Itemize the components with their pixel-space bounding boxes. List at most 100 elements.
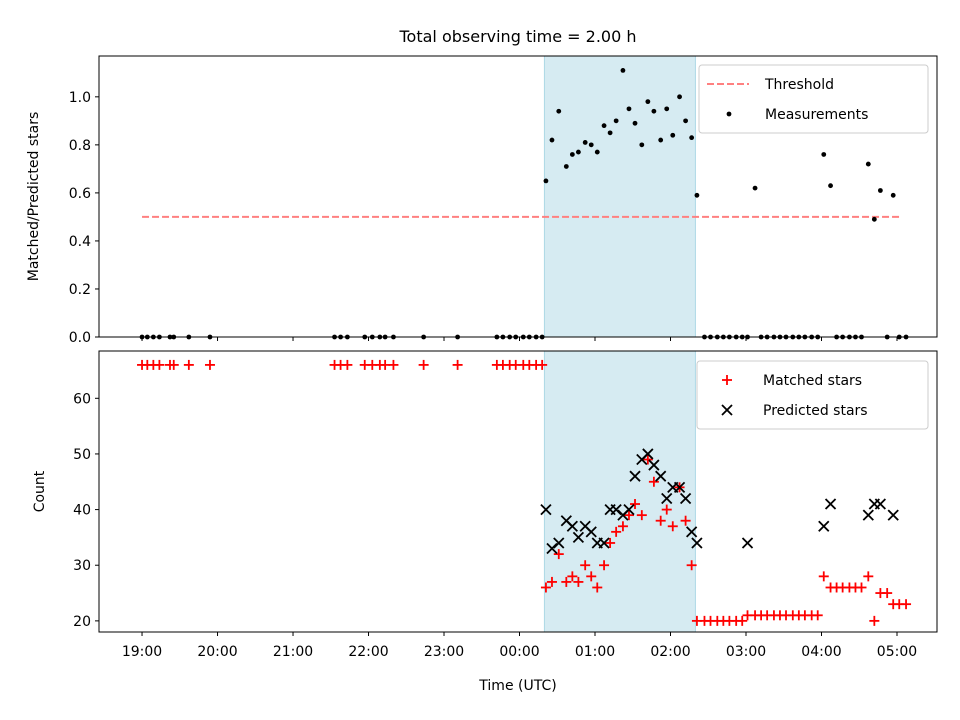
matched-star-point	[605, 537, 616, 548]
x-tick-label: 21:00	[273, 644, 313, 660]
measurement-point	[871, 216, 877, 222]
matched-star-point	[642, 454, 653, 465]
matched-star-point	[869, 615, 880, 626]
y-tick-label: 0.4	[69, 234, 91, 250]
measurement-point	[556, 108, 562, 114]
matched-star-point	[636, 510, 647, 521]
matched-star-point	[561, 576, 572, 587]
predicted-star-point	[673, 481, 686, 493]
matched-star-point	[592, 582, 603, 593]
x-axis-label: Time (UTC)	[478, 678, 556, 694]
matched-star-point	[154, 359, 165, 370]
matched-star-point	[342, 359, 353, 370]
measurement-point	[563, 164, 569, 169]
x-tick-label: 00:00	[499, 644, 539, 660]
measurement-point	[689, 135, 695, 141]
y-tick-label: 50	[73, 447, 91, 463]
matched-star-point	[183, 359, 194, 370]
highlight-span-bottom	[543, 350, 696, 633]
matched-star-point	[667, 521, 678, 532]
matched-star-point	[856, 582, 867, 593]
x-tick-label: 23:00	[424, 644, 464, 660]
predicted-star-point	[691, 537, 703, 549]
legend-box	[696, 360, 929, 430]
predicted-star-point	[598, 537, 610, 549]
top-y-ticks: 0.0 0.2 0.4 0.6 0.8 1.0	[69, 90, 99, 346]
measurement-point	[865, 161, 871, 167]
matched-star-point	[168, 359, 179, 370]
matched-star-point	[573, 576, 584, 587]
matched-star-point	[818, 571, 829, 582]
matched-star-point	[648, 476, 659, 487]
predicted-star-point	[655, 470, 667, 482]
matched-star-point	[812, 610, 823, 621]
matched-star-point	[553, 549, 564, 560]
predicted-star-point	[642, 448, 654, 460]
measurement-point	[594, 149, 600, 155]
matched-star-point	[580, 560, 591, 571]
matched-star-point	[737, 615, 748, 626]
matched-star-point	[586, 571, 597, 582]
predicted-star-point	[648, 459, 660, 471]
matched-star-point	[204, 359, 215, 370]
predicted-star-point	[566, 520, 578, 532]
predicted-star-point	[686, 526, 698, 538]
measurement-point	[694, 192, 700, 198]
y-tick-label: 20	[73, 614, 91, 630]
matched-star-point	[452, 359, 463, 370]
bottom-x-ticks: 19:00 20:00 21:00 22:00 23:00 00:00 01:00 02:00…	[122, 632, 917, 660]
measurement-point	[639, 142, 645, 148]
measurement-point	[632, 120, 638, 126]
predicted-star-point	[862, 509, 874, 521]
predicted-star-point	[874, 498, 887, 510]
measurement-point	[601, 123, 607, 129]
x-tick-label: 02:00	[650, 644, 690, 660]
matched-star-point	[901, 599, 912, 610]
legend-label: Threshold	[764, 77, 834, 93]
x-tick-label: 19:00	[122, 644, 162, 660]
measurement-point	[821, 152, 827, 157]
y-tick-label: 40	[73, 503, 91, 519]
legend-measurement-swatch	[726, 111, 732, 117]
bottom-axes-frame	[98, 350, 938, 633]
matched-star-point	[630, 499, 641, 510]
bottom-panel: 20 30 40 50 60 19:00 20:00 21:00 22:00 23:00 00:0…	[32, 350, 938, 694]
measurement-point	[626, 106, 632, 112]
predicted-star-point	[629, 470, 641, 482]
measurement-point	[645, 99, 651, 105]
matched-star-point	[540, 582, 551, 593]
measurement-point	[588, 142, 594, 148]
measurement-point	[607, 130, 613, 136]
measurement-point	[613, 118, 619, 124]
measurement-point	[582, 140, 588, 145]
top-legend: Threshold Measurements	[698, 64, 929, 134]
predicted-star-point	[824, 498, 837, 510]
predicted-star-point	[818, 520, 830, 532]
legend-label: Measurements	[765, 107, 868, 123]
y-tick-label: 1.0	[69, 90, 91, 106]
matched-star-point	[882, 588, 893, 599]
predicted-star-point	[887, 509, 899, 521]
highlight-span-top	[543, 55, 696, 338]
top-y-axis-label: Matched/Predicted stars	[26, 112, 42, 282]
predicted-star-point	[679, 492, 692, 505]
matched-star-point	[722, 375, 732, 385]
measurement-point	[890, 192, 896, 198]
top-x-tick-marks	[141, 337, 898, 341]
predicted-star-point	[661, 492, 673, 505]
matched-star-point	[623, 510, 634, 521]
y-tick-label: 0.0	[69, 330, 91, 346]
predicted-star-point	[572, 531, 585, 544]
predicted-star-point	[540, 503, 552, 516]
measurement-point	[543, 178, 549, 184]
matched-star-point	[388, 359, 399, 370]
legend-label: Predicted stars	[763, 403, 868, 419]
y-tick-label: 0.8	[69, 138, 91, 154]
y-tick-label: 0.6	[69, 186, 91, 202]
predicted-star-point	[741, 537, 754, 549]
bottom-series-layer	[137, 359, 912, 626]
measurement-point	[651, 108, 657, 114]
x-tick-label: 03:00	[726, 644, 766, 660]
x-tick-label: 22:00	[348, 644, 388, 660]
measurement-point	[877, 188, 883, 193]
